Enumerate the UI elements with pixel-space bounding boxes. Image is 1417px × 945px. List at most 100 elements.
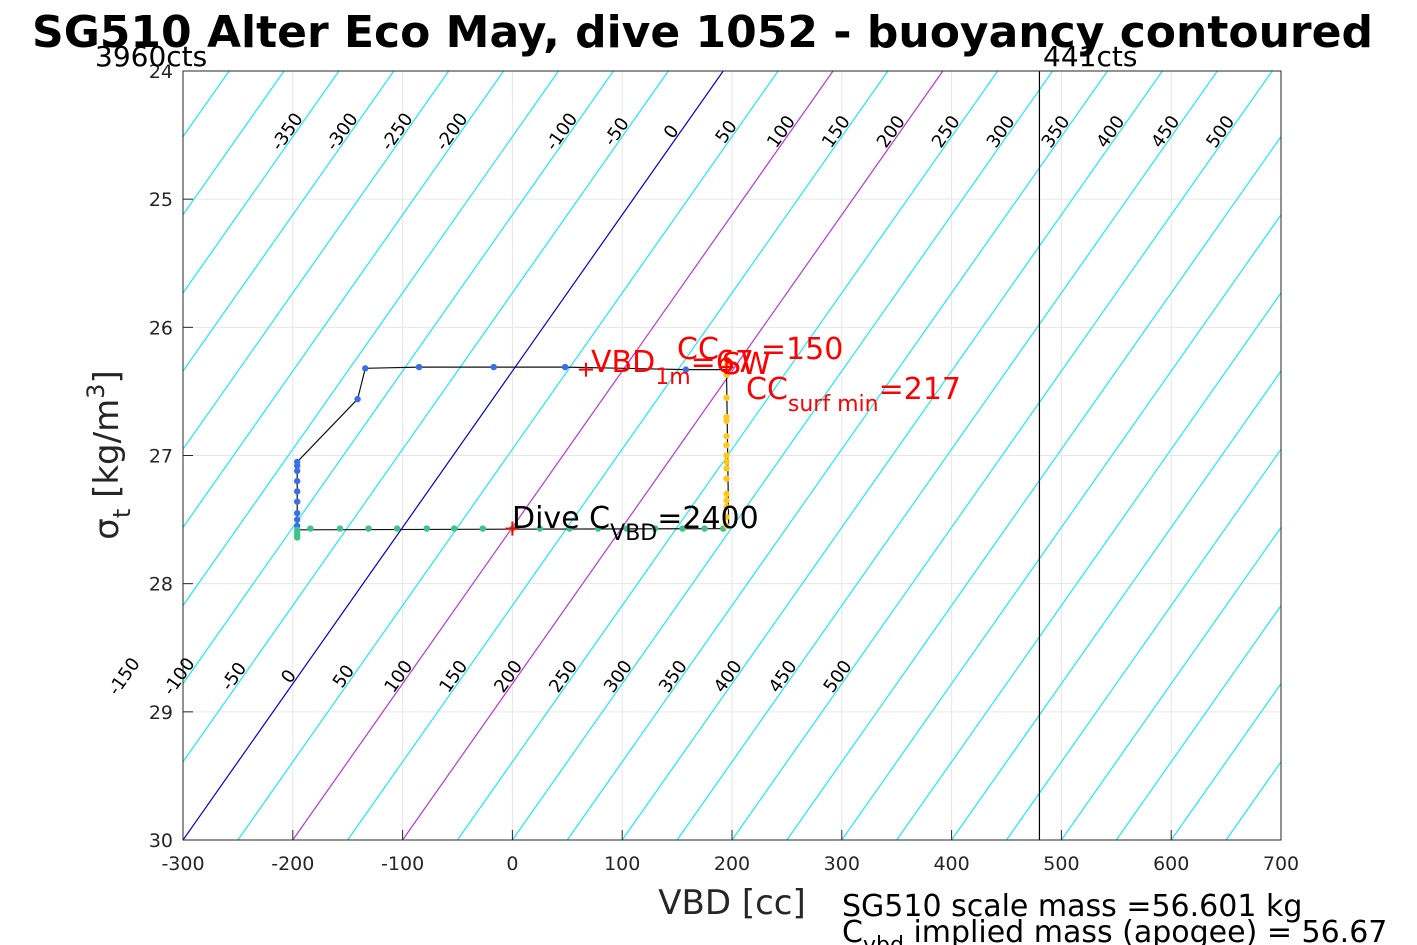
y-tick-label: 24 [149, 61, 173, 83]
cross-marker [719, 360, 734, 375]
contour-line [896, 291, 1281, 840]
contour-line [1336, 71, 1417, 840]
data-point [423, 525, 430, 532]
data-point [293, 477, 301, 485]
vbd-1m-annotation: VBD1m=67 [591, 345, 754, 390]
x-tick-label: 500 [1043, 853, 1079, 875]
cross-marker [578, 362, 593, 377]
data-point [723, 356, 730, 363]
contour-line [566, 71, 1109, 840]
implied-mass-c: C [842, 915, 863, 945]
x-tick-label: -100 [381, 853, 424, 875]
cc-surf-annotation: CCsurf min=217 [746, 372, 961, 417]
axis-ticks: -300 -200 -100 0 100 200 300 400 500 600 700 24 25 26… [149, 61, 1299, 875]
contour-line [183, 71, 450, 451]
count-label-left: 3960cts [95, 40, 207, 73]
implied-mass-sub: vbd [863, 933, 904, 945]
data-point [307, 525, 314, 532]
contour-line [292, 71, 834, 840]
contour-line [237, 71, 779, 840]
contour-line [841, 213, 1281, 840]
contour-line [183, 71, 285, 216]
implied-mass-text: Cvbd implied mass (apogee) = 56.67 [842, 915, 1387, 945]
y-label-unit: [kg/m [87, 399, 127, 509]
data-point [536, 525, 544, 532]
data-point [723, 458, 730, 466]
buoyancy-contours [0, 71, 1417, 840]
data-point [723, 497, 730, 504]
data-point [293, 467, 301, 475]
contour-line [951, 370, 1281, 840]
contour-line [1060, 526, 1281, 840]
y-tick-label: 26 [149, 317, 173, 339]
scale-mass-text: SG510 scale mass =56.601 kg [842, 889, 1302, 924]
data-point [479, 525, 486, 532]
dive-cvbd-sub: VBD [610, 521, 657, 546]
count-label-right: 441cts [1043, 40, 1137, 73]
y-tick-label: 25 [149, 189, 173, 211]
contour-line [676, 71, 1218, 840]
contour-line [183, 71, 395, 373]
y-axis-label: σt [kg/m3] [82, 370, 136, 539]
y-label-sigma: σ [87, 518, 127, 540]
data-point [723, 522, 730, 530]
vbd-1m-sub: 1m [655, 365, 690, 390]
data-point [365, 525, 372, 532]
contour-line [731, 71, 1273, 840]
data-point [723, 452, 730, 459]
data-point [293, 498, 301, 505]
cc-main: CC [677, 332, 719, 367]
contour-line [621, 71, 1163, 840]
contour-line [347, 71, 889, 840]
contour-line [1391, 71, 1417, 840]
contour-line [402, 71, 944, 840]
data-points [293, 356, 730, 541]
data-point [723, 475, 730, 482]
data-point [293, 516, 301, 523]
x-tick-label: 100 [604, 853, 640, 875]
data-point [723, 417, 730, 425]
contour-line [183, 71, 505, 529]
contour-line [511, 71, 1054, 840]
contour-line [1006, 448, 1281, 840]
y-label-unit-sup: 3 [82, 384, 110, 399]
y-label-sub: t [108, 509, 136, 518]
contour-line [786, 135, 1281, 840]
data-point [651, 525, 659, 532]
data-point [723, 503, 730, 510]
profile-line [296, 366, 727, 463]
x-tick-label: 600 [1153, 853, 1189, 875]
y-tick-label: 30 [149, 830, 173, 852]
contour-line [1280, 838, 1281, 840]
data-point [566, 525, 573, 532]
x-axis-label: VBD [cc] [658, 883, 806, 923]
chart-title: SG510 Alter Eco May, dive 1052 - buoyanc… [32, 7, 1373, 58]
dive-cvbd-annotation: Dive CVBD=2400 [512, 501, 759, 546]
data-point [336, 525, 344, 532]
data-point [362, 365, 369, 372]
x-tick-label: 200 [714, 853, 750, 875]
data-point [682, 366, 690, 373]
dive-cvbd-value: =2400 [657, 501, 758, 536]
contour-line [0, 71, 64, 840]
dive-cvbd-main: Dive C [512, 501, 610, 536]
data-point [293, 462, 301, 469]
implied-mass-value: implied mass (apogee) = 56.67 [904, 915, 1388, 945]
x-tick-label: -200 [271, 853, 314, 875]
cross-markers [505, 360, 734, 536]
data-point [679, 525, 686, 532]
cc-surf-main: CC [746, 372, 788, 407]
data-point [393, 525, 401, 532]
contour-line [1115, 604, 1281, 840]
contour-line [1170, 682, 1281, 840]
data-point [354, 395, 361, 403]
y-tick-label: 27 [149, 446, 173, 468]
sw-annotation: SW [722, 347, 771, 382]
data-point [723, 433, 730, 440]
contour-label-text: -150 [104, 654, 145, 700]
contour-line [183, 71, 340, 294]
contour-line [183, 71, 724, 840]
cc-value: =150 [761, 332, 843, 367]
y-tick-label: 29 [149, 702, 173, 724]
data-point [723, 371, 730, 378]
